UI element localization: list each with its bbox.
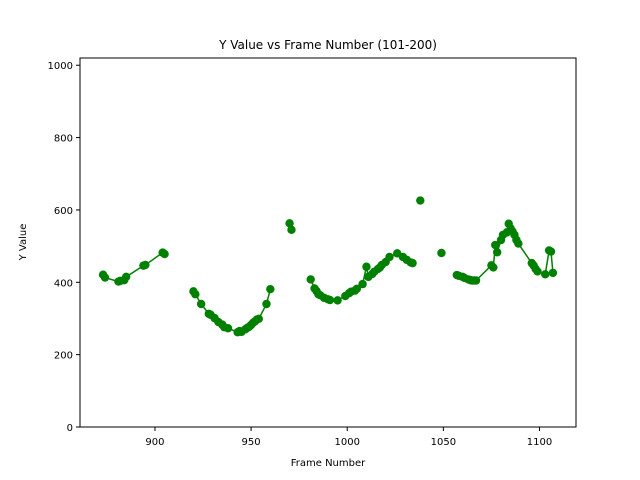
data-point — [533, 267, 542, 276]
data-point — [266, 284, 275, 294]
y-tick-label: 0 — [67, 423, 73, 434]
data-point — [437, 248, 446, 258]
data-point — [492, 248, 502, 257]
data-point — [121, 272, 131, 282]
axis-ticks: 900 950 1000 1050 1100 0 200 400 600 800 1000 — [48, 61, 553, 448]
data-point — [471, 276, 481, 285]
data-point — [358, 279, 367, 289]
data-point — [285, 219, 294, 228]
data-point — [489, 263, 498, 272]
plot-frame — [79, 57, 577, 428]
y-tick-label: 600 — [54, 206, 73, 217]
data-point — [408, 258, 417, 268]
data-point — [548, 268, 558, 278]
data-point — [196, 299, 206, 309]
data-point — [160, 249, 169, 259]
data-point — [362, 262, 371, 271]
x-tick-label: 900 — [145, 437, 164, 448]
x-tick-label: 1100 — [527, 437, 552, 448]
data-point — [306, 275, 315, 284]
data-point — [385, 252, 394, 262]
data-point — [100, 273, 110, 282]
data-point — [416, 196, 425, 205]
x-axis-label: Frame Number — [291, 458, 366, 469]
chart-title: Y Value vs Frame Number (101-200) — [218, 38, 437, 52]
data-point — [191, 290, 200, 299]
x-tick-label: 950 — [242, 437, 261, 448]
data-point — [546, 247, 556, 256]
data-point — [352, 284, 362, 294]
y-tick-label: 800 — [54, 134, 73, 145]
data-point — [325, 295, 335, 305]
data-point — [223, 324, 233, 333]
data-point — [254, 314, 263, 324]
data-point — [491, 240, 500, 250]
x-tick-label: 1050 — [431, 437, 456, 448]
data-point — [262, 299, 271, 309]
x-tick-label: 1000 — [334, 437, 359, 448]
data-point — [141, 260, 150, 270]
y-tick-label: 1000 — [48, 61, 73, 72]
data-point — [514, 239, 523, 248]
data-point — [541, 270, 550, 279]
data-point — [333, 296, 342, 305]
data-point — [287, 225, 296, 235]
plot-area — [98, 196, 558, 337]
y-tick-label: 200 — [54, 351, 73, 362]
y-axis-label: Y Value — [18, 224, 29, 262]
y-tick-label: 400 — [54, 278, 73, 289]
